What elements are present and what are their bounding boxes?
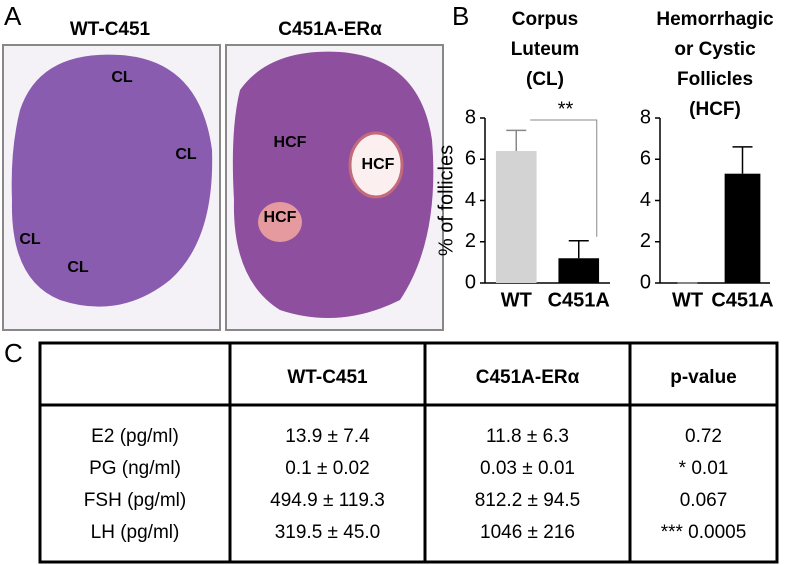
- y-tick-label: 4: [465, 189, 476, 211]
- x-tick-label: WT: [672, 289, 703, 311]
- x-tick-label: C451A: [548, 289, 610, 311]
- table-cell: E2 (pg/ml): [91, 426, 179, 447]
- image-label: HCF: [274, 134, 307, 151]
- cyst: [258, 202, 302, 242]
- significance-bracket: [530, 119, 598, 237]
- x-tick-label: C451A: [711, 289, 773, 311]
- table-cell: 0.72: [685, 426, 722, 447]
- bar: [558, 258, 600, 283]
- y-tick-label: 4: [640, 189, 651, 211]
- table-cell: *** 0.0005: [661, 522, 747, 543]
- y-tick-label: 8: [465, 106, 476, 128]
- table-cell: LH (pg/ml): [91, 522, 180, 543]
- image-title: C451A-ERα: [278, 19, 382, 40]
- table-cell: 0.03 ± 0.01: [480, 458, 575, 479]
- cyst: [348, 131, 404, 199]
- table-cell: FSH (pg/ml): [84, 490, 186, 511]
- table-grid: [38, 341, 779, 564]
- y-axis-label: % of follicles: [435, 145, 457, 256]
- ovary-section: [11, 54, 213, 307]
- image-label: CL: [111, 69, 133, 86]
- table-cell: 319.5 ± 45.0: [275, 522, 381, 543]
- chart-title: (CL): [526, 69, 564, 90]
- table-cell: 1046 ± 216: [480, 522, 575, 543]
- y-tick-label: 0: [465, 271, 476, 293]
- table-cell: PG (ng/ml): [89, 458, 181, 479]
- chart-title: (HCF): [689, 99, 741, 120]
- image-label: HCF: [264, 209, 297, 226]
- image-label: CL: [175, 146, 197, 163]
- chart-title: or Cystic: [674, 39, 756, 60]
- y-tick-label: 2: [465, 230, 476, 252]
- chart-title: Hemorrhagic: [656, 9, 774, 30]
- table-header: C451A-ERα: [476, 367, 580, 388]
- image-label: HCF: [362, 156, 395, 173]
- bar: [724, 173, 761, 283]
- panel-label: A: [4, 1, 22, 31]
- y-tick-label: 2: [640, 230, 651, 252]
- table-header: p-value: [670, 367, 737, 388]
- y-tick-label: 8: [640, 106, 651, 128]
- panel-label: C: [4, 338, 23, 368]
- table-cell: 13.9 ± 7.4: [285, 426, 370, 447]
- chart-title: Luteum: [511, 39, 580, 60]
- table-cell: * 0.01: [679, 458, 729, 479]
- y-tick-label: 6: [465, 148, 476, 170]
- table-cell: 11.8 ± 6.3: [486, 426, 569, 447]
- image-title: WT-C451: [70, 19, 151, 40]
- y-tick-label: 0: [640, 271, 651, 293]
- ovary-section: [232, 51, 434, 319]
- panel-label: B: [452, 1, 469, 31]
- table-cell: 812.2 ± 94.5: [475, 490, 581, 511]
- x-tick-label: WT: [501, 289, 532, 311]
- table-cell: 0.1 ± 0.02: [285, 458, 369, 479]
- significance-label: **: [558, 98, 574, 120]
- y-tick-label: 6: [640, 148, 651, 170]
- chart-title: Corpus: [512, 9, 579, 30]
- image-label: CL: [19, 231, 41, 248]
- table-cell: 0.067: [680, 490, 728, 511]
- table-header: WT-C451: [287, 367, 368, 388]
- table-cell: 494.9 ± 119.3: [270, 490, 385, 511]
- image-label: CL: [67, 259, 89, 276]
- chart-title: Follicles: [677, 69, 753, 90]
- bar: [495, 151, 537, 283]
